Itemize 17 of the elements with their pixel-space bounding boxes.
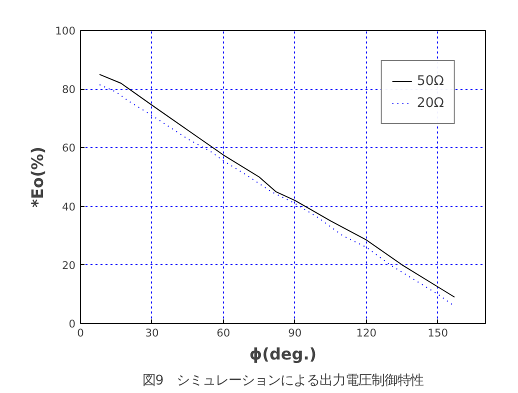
- x-tick-label: 90: [288, 326, 302, 340]
- y-axis-title: *Eo(%): [28, 146, 48, 208]
- y-tick-label: 100: [55, 24, 76, 38]
- y-tick-label: 0: [68, 318, 76, 330]
- legend-label: 50Ω: [416, 74, 444, 88]
- y-tick-label: 20: [62, 258, 76, 272]
- y-tick-label: 40: [62, 200, 76, 214]
- x-tick-label: 120: [356, 326, 377, 340]
- y-tick-label: 60: [62, 142, 76, 155]
- x-tick-label: 60: [216, 326, 230, 340]
- y-tick-label: 80: [62, 83, 76, 96]
- caption: 図9 シミュレーションによる出力電圧制御特性: [142, 374, 424, 388]
- x-tick-label: 150: [428, 326, 448, 340]
- legend-label: 20Ω: [416, 96, 444, 110]
- x-tick-label: 0: [77, 326, 84, 340]
- x-axis-title: ϕ(deg.): [249, 344, 317, 364]
- x-tick-label: 30: [145, 326, 159, 340]
